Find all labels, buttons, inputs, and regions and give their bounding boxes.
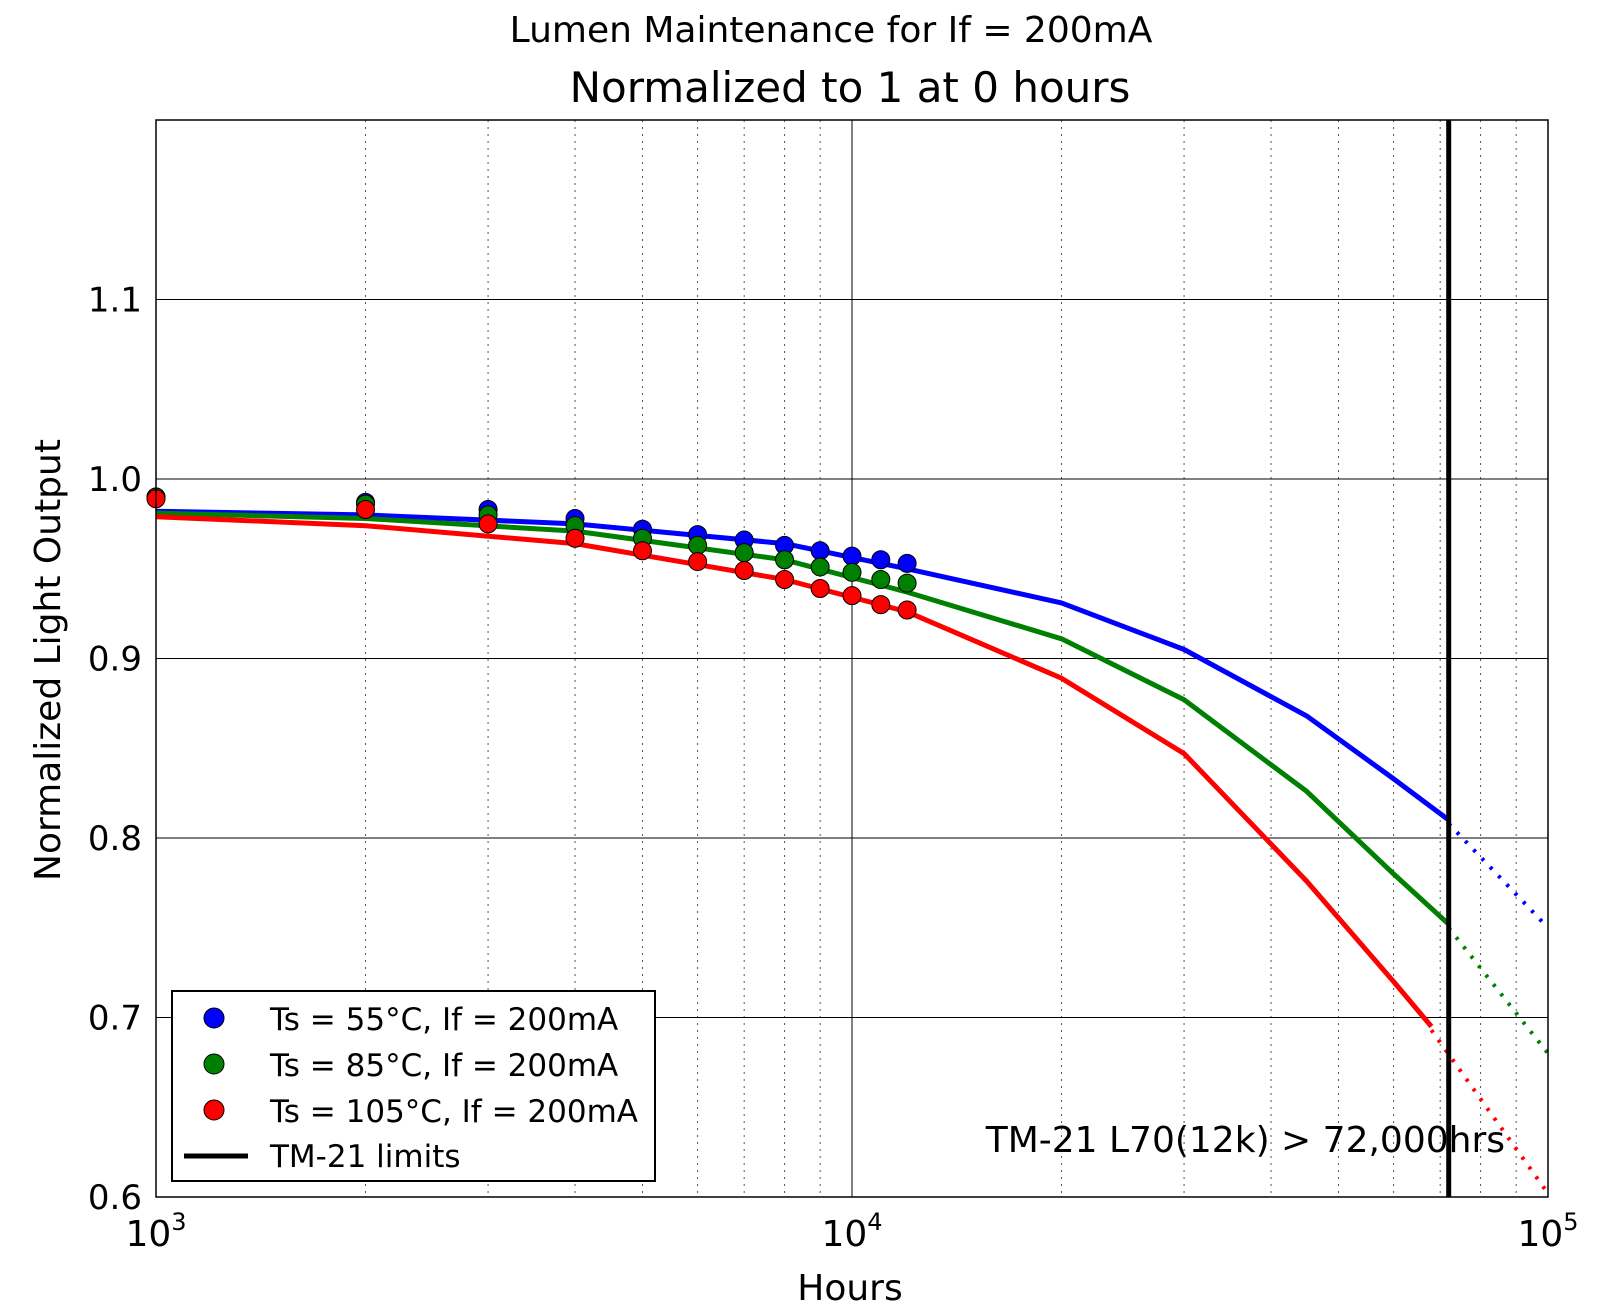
data-point bbox=[897, 573, 917, 593]
y-tick-label: 1.1 bbox=[88, 281, 142, 321]
y-tick-label: 0.6 bbox=[88, 1178, 142, 1218]
data-point bbox=[734, 561, 754, 581]
series-2 bbox=[155, 514, 1550, 1195]
y-tick-label: 0.9 bbox=[88, 640, 142, 680]
data-point bbox=[478, 514, 498, 534]
x-axis-ticks: 103 104 105 bbox=[125, 1208, 1578, 1255]
y-tick-label: 0.7 bbox=[88, 999, 142, 1039]
data-point bbox=[356, 500, 376, 520]
x-tick-label: 104 bbox=[821, 1208, 882, 1255]
chart-subtitle: Normalized to 1 at 0 hours bbox=[570, 63, 1131, 112]
legend: Ts = 55°C, If = 200mA Ts = 85°C, If = 20… bbox=[171, 990, 656, 1182]
y-axis-label: Normalized Light Output bbox=[28, 439, 69, 881]
series-fit-line bbox=[155, 514, 1434, 1029]
legend-marker-55c bbox=[203, 1007, 225, 1029]
data-point bbox=[775, 570, 795, 590]
data-point bbox=[688, 552, 708, 572]
data-point bbox=[734, 543, 754, 563]
tm21-annotation: TM-21 L70(12k) > 72,000hrs bbox=[985, 1120, 1505, 1161]
series-fit-line bbox=[155, 510, 1451, 927]
legend-label-85c: Ts = 85°C, If = 200mA bbox=[269, 1048, 618, 1084]
data-point bbox=[688, 535, 708, 555]
series-1 bbox=[155, 510, 1550, 1055]
legend-marker-105c bbox=[203, 1099, 225, 1121]
y-tick-label: 1.0 bbox=[88, 460, 142, 500]
legend-label-105c: Ts = 105°C, If = 200mA bbox=[269, 1094, 638, 1130]
data-point bbox=[565, 528, 585, 548]
x-axis-label: Hours bbox=[797, 1268, 902, 1309]
data-point bbox=[842, 562, 862, 582]
y-axis-ticks: 0.6 0.7 0.8 0.9 1.0 1.1 bbox=[88, 281, 142, 1219]
legend-marker-85c bbox=[203, 1053, 225, 1075]
data-point bbox=[775, 550, 795, 570]
legend-box bbox=[171, 990, 656, 1182]
data-point bbox=[871, 595, 891, 615]
series-markers-2 bbox=[146, 489, 917, 620]
data-point bbox=[632, 541, 652, 561]
data-point bbox=[810, 578, 830, 598]
data-point bbox=[897, 600, 917, 620]
plot-frame bbox=[155, 119, 1549, 1198]
series-0 bbox=[155, 508, 1550, 930]
x-tick-label: 105 bbox=[1517, 1208, 1578, 1255]
data-point bbox=[842, 586, 862, 606]
series-layer bbox=[146, 487, 1550, 1195]
data-point bbox=[810, 541, 830, 561]
y-tick-label: 0.8 bbox=[88, 819, 142, 859]
legend-label-tm21: TM-21 limits bbox=[269, 1139, 461, 1175]
chart-title: Lumen Maintenance for If = 200mA bbox=[510, 10, 1153, 51]
data-point bbox=[871, 570, 891, 590]
series-fit-line bbox=[155, 508, 1451, 823]
data-point bbox=[897, 553, 917, 573]
legend-label-55c: Ts = 55°C, If = 200mA bbox=[269, 1002, 618, 1038]
series-extrapolation-line bbox=[1447, 926, 1550, 1055]
data-point bbox=[810, 557, 830, 577]
x-tick-label: 103 bbox=[125, 1208, 186, 1255]
data-point bbox=[871, 550, 891, 570]
data-point bbox=[842, 546, 862, 566]
